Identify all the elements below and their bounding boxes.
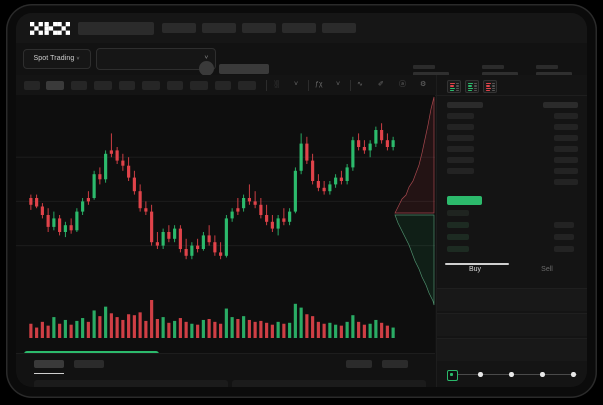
orderbook-ask-price-6[interactable]	[447, 168, 474, 174]
timeframe-7[interactable]	[167, 81, 183, 90]
orderbook-last-price-highlight	[447, 196, 482, 205]
bottom-action-2[interactable]	[382, 360, 408, 368]
app-screen: Spot Trading ˅ ˅	[16, 13, 587, 387]
bottom-tab-1[interactable]	[34, 360, 64, 368]
toolbar-divider-2	[308, 80, 309, 91]
orderbook-ask-amount-5[interactable]	[554, 157, 578, 163]
buy-sell-tabs: Buy Sell	[437, 263, 587, 283]
trading-subheader: Spot Trading ˅ ˅	[16, 43, 587, 73]
slider-step-25[interactable]	[478, 372, 483, 377]
toolbar-divider-3	[350, 80, 351, 91]
orders-bottom-panel	[16, 353, 435, 387]
chevron-down-icon-indicators[interactable]: ˅	[336, 81, 341, 88]
nav-item-3[interactable]	[242, 23, 276, 33]
tab-sell[interactable]: Sell	[541, 266, 553, 273]
timeframe-2[interactable]	[46, 81, 64, 90]
bottom-action-1[interactable]	[346, 360, 372, 368]
timeframe-10[interactable]	[238, 81, 256, 90]
tab-buy[interactable]: Buy	[468, 266, 482, 273]
bottom-active-tab-underline	[34, 373, 64, 375]
search-input[interactable]	[78, 22, 154, 35]
orderbook-ask-amount-3[interactable]	[554, 135, 578, 141]
orderbook-col-header-amount	[543, 102, 578, 108]
orderbook-mode-buy-icon[interactable]	[465, 80, 479, 93]
slider-step-50[interactable]	[509, 372, 514, 377]
market-depth-overlay	[393, 95, 435, 307]
orderbook-bid-amount-4[interactable]	[554, 246, 574, 252]
nav-item-5[interactable]	[322, 23, 356, 33]
orderbook-ask-price-2[interactable]	[447, 124, 474, 130]
amount-field[interactable]	[437, 313, 587, 336]
orderbook-bid-price-1[interactable]	[447, 210, 469, 216]
bottom-tab-2[interactable]	[74, 360, 104, 368]
nav-item-1[interactable]	[162, 23, 196, 33]
amount-slider[interactable]	[447, 370, 580, 381]
nav-item-4[interactable]	[282, 23, 316, 33]
nav-item-2[interactable]	[202, 23, 236, 33]
settings-icon[interactable]: ⚙	[420, 81, 427, 88]
orderbook-mode-both-icon[interactable]	[447, 80, 461, 93]
slider-step-75[interactable]	[540, 372, 545, 377]
orderbook-ask-amount-7[interactable]	[554, 179, 578, 185]
orderbook-ask-amount-4[interactable]	[554, 146, 578, 152]
timeframe-6[interactable]	[142, 81, 160, 90]
trading-pair-selector[interactable]: ˅	[96, 48, 216, 70]
slider-handle[interactable]	[447, 370, 458, 381]
chevron-down-icon-type[interactable]: ˅	[294, 81, 299, 88]
okx-logo[interactable]	[30, 22, 70, 35]
orderbook-mode-sell-icon[interactable]	[483, 80, 497, 93]
trade-panel: Buy Sell	[436, 260, 587, 387]
slider-track	[451, 374, 577, 376]
alert-icon[interactable]: ⓐ	[399, 81, 406, 88]
orderbook-bid-amount-2[interactable]	[554, 222, 574, 228]
candlestick-type-icon[interactable]: ░	[274, 81, 279, 88]
bottom-box-left	[34, 380, 228, 387]
timeframe-8[interactable]	[190, 81, 208, 90]
pair-avatar	[199, 61, 214, 76]
toolbar-divider-1	[266, 80, 267, 91]
timeframe-4[interactable]	[94, 81, 112, 90]
spot-trading-label: Spot Trading	[33, 55, 75, 62]
orderbook-ask-price-1[interactable]	[447, 113, 474, 119]
chevron-down-icon: ˅	[76, 55, 81, 62]
orderbook-bid-price-4[interactable]	[447, 246, 469, 252]
orderbook-ask-amount-1[interactable]	[554, 113, 578, 119]
orderbook-bid-price-3[interactable]	[447, 234, 469, 240]
spot-trading-selector[interactable]: Spot Trading ˅	[23, 49, 91, 69]
orderbook-ask-amount-6[interactable]	[554, 168, 578, 174]
indicators-icon[interactable]: ƒχ	[315, 81, 323, 88]
top-navigation-bar	[16, 13, 587, 43]
orderbook-ask-price-3[interactable]	[447, 135, 474, 141]
order-book-view-modes	[437, 75, 587, 96]
total-field[interactable]	[437, 338, 587, 361]
orderbook-col-header-price	[447, 102, 483, 108]
last-price	[219, 64, 269, 74]
timeframe-1[interactable]	[24, 81, 40, 90]
orderbook-ask-price-5[interactable]	[447, 157, 474, 163]
active-tab-underline	[445, 263, 509, 265]
timeframe-9[interactable]	[215, 81, 231, 90]
line-chart-icon[interactable]: ∿	[357, 81, 363, 88]
candlestick-chart[interactable]	[16, 95, 435, 353]
chevron-down-icon-pair: ˅	[204, 53, 209, 62]
orderbook-ask-price-4[interactable]	[447, 146, 474, 152]
slider-step-100[interactable]	[571, 372, 576, 377]
timeframe-5[interactable]	[119, 81, 135, 90]
timeframe-3[interactable]	[71, 81, 87, 90]
orderbook-ask-amount-2[interactable]	[554, 124, 578, 130]
bottom-box-right	[232, 380, 426, 387]
price-field[interactable]	[437, 288, 587, 311]
orderbook-bid-amount-3[interactable]	[554, 234, 574, 240]
orderbook-bid-price-2[interactable]	[447, 222, 469, 228]
pencil-icon[interactable]: ✐	[378, 81, 384, 88]
order-book-panel	[436, 75, 587, 260]
